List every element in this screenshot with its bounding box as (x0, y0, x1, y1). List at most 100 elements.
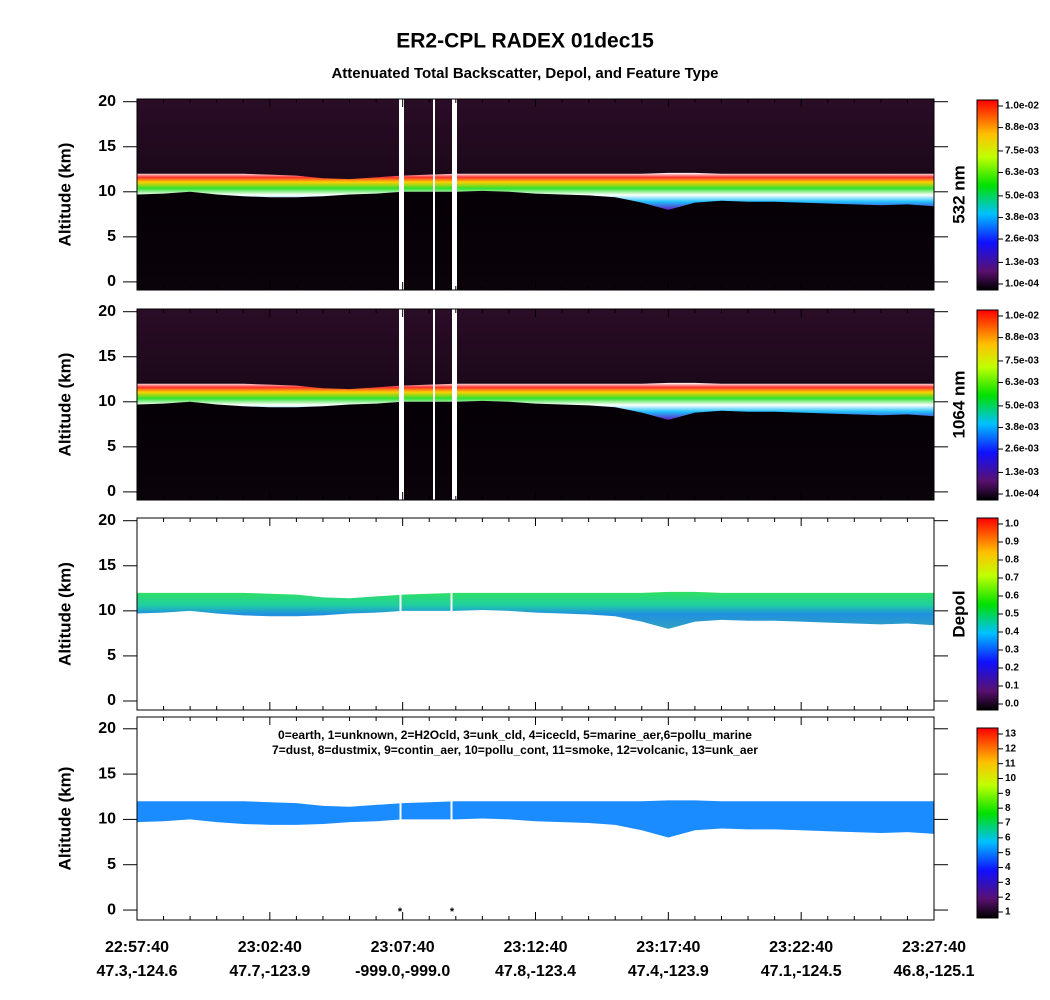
colorbar (976, 727, 999, 919)
y-axis-label: Altitude (km) (55, 353, 74, 457)
colorbar-tick-label: 4 (1005, 862, 1011, 873)
figure-title: ER2-CPL RADEX 01dec15 (396, 30, 654, 53)
y-axis-label: Altitude (km) (55, 767, 74, 871)
colorbar-tick-label: 8.8e-03 (1005, 332, 1039, 343)
colorbar-tick-label: 0.6 (1005, 591, 1019, 602)
colorbar-tick-label: 8.8e-03 (1005, 122, 1039, 133)
y-tick-label: 0 (107, 483, 116, 500)
colorbar-tick-label: 0.2 (1005, 663, 1019, 674)
colorbar-tick-label: 11 (1005, 758, 1016, 769)
y-axis-label: Altitude (km) (55, 562, 74, 666)
colorbar-tick-label: 1.0e-04 (1005, 279, 1039, 290)
colorbar-tick-label: 1.0e-02 (1005, 101, 1039, 112)
y-tick-label: 10 (98, 183, 116, 200)
colorbar-tick-label: 3.8e-03 (1005, 212, 1039, 223)
y-tick-label: 10 (98, 602, 116, 619)
side-label: 1064 nm (949, 370, 968, 438)
colorbar-tick-label: 0.1 (1005, 681, 1019, 692)
data-gap (450, 717, 453, 920)
colorbar-tick-label: 6 (1005, 832, 1011, 843)
colorbar-tick-label: 13 (1005, 729, 1017, 740)
colorbar (976, 309, 999, 501)
feature-layer (137, 800, 934, 838)
data-gap (452, 309, 457, 500)
data-gap (399, 309, 404, 500)
colorbar-tick-label: 3 (1005, 877, 1011, 888)
colorbar-tick-label: 6.3e-03 (1005, 167, 1039, 178)
x-tick-label: 23:22:40 (769, 939, 833, 956)
data-gap (433, 309, 435, 500)
colorbar (976, 99, 999, 291)
colorbar-tick-label: 0.9 (1005, 537, 1019, 548)
x-tick-sublabel: 47.7,-123.9 (229, 963, 310, 980)
gap-marker: * (450, 906, 455, 918)
colorbar-tick-label: 0.8 (1005, 555, 1019, 566)
y-tick-label: 20 (98, 512, 116, 529)
colorbar-tick-label: 8 (1005, 803, 1011, 814)
colorbar-tick-label: 7.5e-03 (1005, 356, 1039, 367)
x-tick-label: 23:12:40 (503, 939, 567, 956)
gap-marker: * (398, 906, 403, 918)
colorbar-tick-label: 5.0e-03 (1005, 401, 1039, 412)
x-tick-sublabel: 47.8,-123.4 (495, 963, 576, 980)
colorbar-tick-label: 0.4 (1005, 627, 1019, 638)
y-tick-label: 5 (107, 647, 116, 664)
colorbar-tick-label: 2 (1005, 892, 1011, 903)
y-axis-label: Altitude (km) (55, 143, 74, 247)
y-tick-label: 15 (98, 138, 116, 155)
colorbar-tick-label: 3.8e-03 (1005, 422, 1039, 433)
feature-layer (137, 382, 934, 420)
colorbar-tick-label: 9 (1005, 788, 1011, 799)
y-tick-label: 20 (98, 303, 116, 320)
x-tick-sublabel: 47.4,-123.9 (628, 963, 709, 980)
data-gap (399, 99, 404, 290)
colorbar-tick-label: 12 (1005, 743, 1017, 754)
y-tick-label: 15 (98, 348, 116, 365)
x-tick-sublabel: 46.8,-125.1 (894, 963, 975, 980)
y-tick-label: 5 (107, 228, 116, 245)
data-gap (452, 99, 457, 290)
y-tick-label: 20 (98, 720, 116, 737)
colorbar-tick-label: 1.0e-04 (1005, 489, 1039, 500)
figure-subtitle: Attenuated Total Backscatter, Depol, and… (331, 65, 718, 82)
colorbar-tick-label: 1.3e-03 (1005, 257, 1039, 268)
x-tick-sublabel: 47.1,-124.5 (761, 963, 842, 980)
y-tick-label: 15 (98, 765, 116, 782)
x-tick-label: 23:02:40 (238, 939, 302, 956)
colorbar-tick-label: 0.7 (1005, 573, 1019, 584)
colorbar-tick-label: 6.3e-03 (1005, 377, 1039, 388)
colorbar-tick-label: 7 (1005, 818, 1011, 829)
colorbar-tick-label: 1.0 (1005, 519, 1019, 530)
annotation: 0=earth, 1=unknown, 2=H2Ocld, 3=unk_cld,… (278, 728, 752, 742)
colorbar-tick-label: 5 (1005, 847, 1011, 858)
y-tick-label: 0 (107, 692, 116, 709)
colorbar-tick-label: 5.0e-03 (1005, 191, 1039, 202)
colorbar-tick-label: 1 (1005, 907, 1011, 918)
feature-layer (137, 591, 934, 629)
colorbar-tick-label: 0.3 (1005, 645, 1019, 656)
feature-layer (137, 172, 934, 210)
colorbar-tick-label: 7.5e-03 (1005, 146, 1039, 157)
y-tick-label: 20 (98, 93, 116, 110)
x-tick-sublabel: 47.3,-124.6 (97, 963, 178, 980)
x-tick-label: 23:27:40 (902, 939, 966, 956)
annotation: 7=dust, 8=dustmix, 9=contin_aer, 10=poll… (272, 743, 758, 757)
data-gap (399, 518, 402, 710)
side-label: 532 nm (949, 165, 968, 224)
x-tick-label: 22:57:40 (105, 939, 169, 956)
colorbar-tick-label: 2.6e-03 (1005, 234, 1039, 245)
colorbar-tick-label: 10 (1005, 773, 1017, 784)
y-tick-label: 5 (107, 438, 116, 455)
colorbar-tick-label: 0.0 (1005, 699, 1019, 710)
colorbar-tick-label: 1.3e-03 (1005, 467, 1039, 478)
y-tick-label: 0 (107, 901, 116, 918)
y-tick-label: 10 (98, 811, 116, 828)
x-tick-label: 23:07:40 (371, 939, 435, 956)
y-tick-label: 0 (107, 273, 116, 290)
colorbar-tick-label: 0.5 (1005, 609, 1019, 620)
colorbar (976, 517, 999, 711)
colorbar-tick-label: 1.0e-02 (1005, 311, 1039, 322)
x-tick-label: 23:17:40 (636, 939, 700, 956)
